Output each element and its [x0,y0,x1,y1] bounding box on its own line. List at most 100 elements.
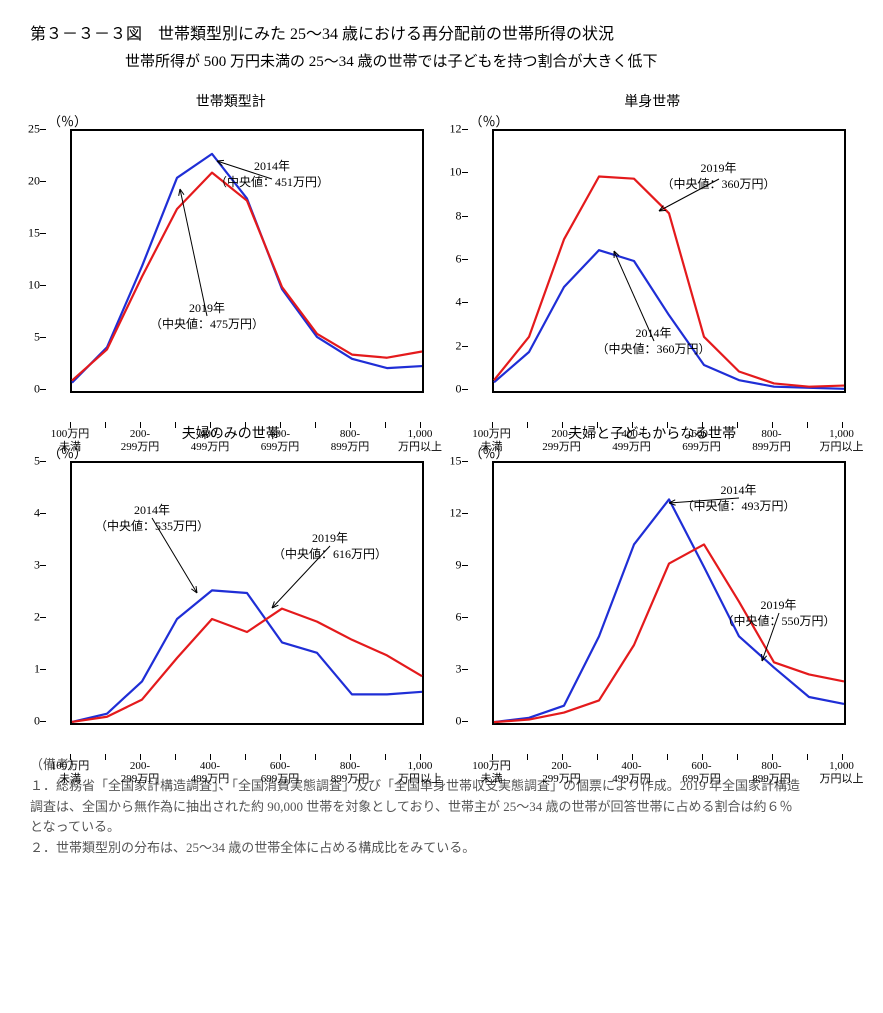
figure-subtitle: 世帯所得が 500 万円未満の 25～34 歳の世帯では子どもを持つ割合が大きく… [125,50,863,71]
y-tick-mark [40,337,46,338]
x-tick-mark [105,754,106,760]
x-tick-mark [807,754,808,760]
annotation-line: 2019年 [273,531,387,547]
x-tick-label: 600-699万円 [682,760,721,786]
plot-frame: 2014年（中央値：535万円） 2019年（中央値：616万円） [70,461,424,725]
y-tick-mark [462,172,468,173]
y-tick-mark [462,669,468,670]
plot-area: 0123452014年（中央値：535万円）2019年（中央値：616万円）10… [70,461,432,725]
series-line-2014 [494,250,844,389]
chart-title: 単身世帯 [452,91,854,111]
plot-area: 05101520252014年（中央値：451万円）2019年（中央値：475万… [70,129,432,393]
x-tick-mark [667,754,668,760]
notes-body: １．総務省「全国家計構造調査」、「全国消費実態調査」及び「全国単身世帯収支実態調… [30,776,800,859]
y-axis-unit: （％） [48,443,87,462]
charts-grid: 世帯類型計（％）05101520252014年（中央値：451万円）2019年（… [30,91,853,725]
y-tick-mark [462,721,468,722]
y-tick-mark [462,259,468,260]
x-tick-label: 400-499万円 [612,760,651,786]
y-tick-mark [40,513,46,514]
annotation-line: （中央値：451万円） [215,175,329,191]
annotation-line: （中央値：360万円） [596,342,710,358]
y-tick-mark [462,461,468,462]
plot-frame: 2014年（中央値：493万円） 2019年（中央値：550万円） [492,461,846,725]
y-tick-mark [462,513,468,514]
y-tick-mark [40,181,46,182]
y-tick-mark [40,565,46,566]
x-tick-mark [527,754,528,760]
x-tick-label: 800-899万円 [331,760,370,786]
y-tick-label: 10 [28,278,40,293]
plot-frame: 2019年（中央値：360万円）2014年（中央値：360万円） [492,129,846,393]
x-tick-mark [175,754,176,760]
y-tick-mark [462,617,468,618]
y-tick-mark [462,565,468,566]
x-tick-mark [385,754,386,760]
y-tick-mark [40,285,46,286]
y-tick-mark [40,233,46,234]
y-axis-unit: （％） [470,443,509,462]
chart-annotation: 2014年（中央値：451万円） [215,159,329,190]
chart-lines [72,463,422,723]
y-tick-mark [40,721,46,722]
annotation-line: 2019年 [150,301,264,317]
x-tick-label: 800-899万円 [752,760,791,786]
chart-title: 夫婦と子どもからなる世帯 [452,423,854,443]
y-tick-mark [40,129,46,130]
x-tick-label: 1,000万円以上 [820,760,864,786]
y-tick-label: 15 [28,226,40,241]
y-tick-mark [462,302,468,303]
y-tick-label: 12 [450,122,462,137]
y-tick-label: 15 [450,454,462,469]
y-tick-mark [462,346,468,347]
y-axis-unit: （％） [48,111,87,130]
annotation-line: （中央値：475万円） [150,317,264,333]
annotation-line: （中央値：550万円） [721,614,835,630]
annotation-line: 2014年 [596,326,710,342]
chart-panel: 世帯類型計（％）05101520252014年（中央値：451万円）2019年（… [30,91,432,393]
annotation-line: 2019年 [661,161,775,177]
y-axis-unit: （％） [470,111,509,130]
chart-annotation: 2019年（中央値：475万円） [150,301,264,332]
y-tick-mark [40,669,46,670]
chart-annotation: 2019年（中央値：616万円） [273,531,387,562]
y-tick-label: 12 [450,506,462,521]
y-tick-label: 20 [28,174,40,189]
y-tick-mark [462,389,468,390]
annotation-line: 2014年 [681,483,795,499]
plot-area: 036912152014年（中央値：493万円）2019年（中央値：550万円）… [492,461,854,725]
x-tick-mark [245,754,246,760]
y-tick-mark [40,461,46,462]
notes-item: ２．世帯類型別の分布は、25～34 歳の世帯全体に占める構成比をみている。 [30,838,800,859]
annotation-line: （中央値：535万円） [95,519,209,535]
y-tick-mark [462,129,468,130]
x-tick-label: 1,000万円以上 [398,760,442,786]
chart-annotation: 2014年（中央値：360万円） [596,326,710,357]
chart-panel: 夫婦のみの世帯（％）0123452014年（中央値：535万円）2019年（中央… [30,423,432,725]
chart-title: 夫婦のみの世帯 [30,423,432,443]
x-tick-mark [315,754,316,760]
y-tick-label: 10 [450,165,462,180]
series-line-2019 [72,609,422,722]
annotation-line: 2019年 [721,598,835,614]
chart-annotation: 2019年（中央値：550万円） [721,598,835,629]
series-line-2014 [72,590,422,722]
series-line-2019 [72,173,422,381]
y-tick-mark [40,389,46,390]
annotation-line: 2014年 [215,159,329,175]
figure-title: 第３－３－３図 世帯類型別にみた 25～34 歳における再分配前の世帯所得の状況 [30,20,863,44]
chart-annotation: 2014年（中央値：535万円） [95,503,209,534]
plot-area: 0246810122019年（中央値：360万円）2014年（中央値：360万円… [492,129,854,393]
x-tick-mark [597,754,598,760]
x-tick-label: 100万円未満 [51,760,90,786]
series-line-2019 [494,544,844,722]
annotation-line: （中央値：493万円） [681,499,795,515]
x-tick-label: 200-299万円 [542,760,581,786]
annotation-line: （中央値：616万円） [273,547,387,563]
plot-frame: 2014年（中央値：451万円） 2019年（中央値：475万円） [70,129,424,393]
annotation-line: 2014年 [95,503,209,519]
x-tick-label: 100万円未満 [472,760,511,786]
chart-title: 世帯類型計 [30,91,432,111]
chart-annotation: 2019年（中央値：360万円） [661,161,775,192]
y-tick-mark [462,216,468,217]
